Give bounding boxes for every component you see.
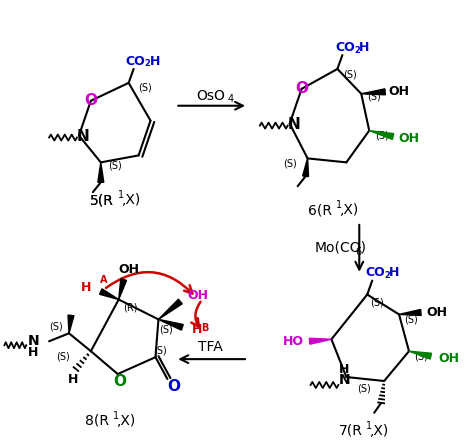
Text: OH: OH (399, 132, 419, 145)
Text: (S): (S) (137, 83, 151, 93)
Text: 2: 2 (384, 271, 390, 280)
Text: 5(R: 5(R (90, 193, 114, 207)
Text: 7(R: 7(R (338, 424, 362, 438)
Text: O: O (295, 81, 308, 96)
FancyArrowPatch shape (106, 272, 192, 293)
Text: 5(R: 5(R (90, 193, 114, 207)
Text: 1: 1 (337, 200, 343, 210)
Text: Mo(CO): Mo(CO) (315, 241, 366, 255)
Polygon shape (361, 89, 385, 95)
Text: H: H (28, 346, 38, 359)
Text: ,X): ,X) (122, 193, 141, 207)
Text: 1: 1 (118, 190, 124, 200)
Text: (S): (S) (56, 351, 70, 361)
Text: HO: HO (283, 335, 304, 348)
Text: (S): (S) (108, 160, 122, 170)
Text: B: B (201, 323, 209, 333)
Text: N: N (76, 129, 89, 144)
Text: OH: OH (426, 306, 447, 319)
Polygon shape (409, 351, 431, 359)
Text: H: H (359, 40, 370, 54)
Text: 8(R: 8(R (85, 414, 109, 428)
Text: N: N (287, 117, 300, 132)
Text: (R): (R) (123, 302, 138, 313)
Text: N: N (27, 334, 39, 348)
Text: CO: CO (126, 55, 146, 67)
Text: OH: OH (188, 289, 209, 302)
Polygon shape (369, 131, 394, 139)
Text: 2: 2 (354, 46, 360, 55)
Text: H: H (389, 266, 400, 279)
Polygon shape (310, 338, 331, 344)
Text: 1: 1 (113, 411, 119, 421)
Text: (S): (S) (367, 92, 381, 102)
Text: H: H (192, 323, 203, 336)
Polygon shape (158, 319, 183, 330)
Text: OH: OH (118, 263, 139, 276)
Polygon shape (158, 299, 182, 319)
Text: O: O (167, 380, 180, 394)
Text: (S): (S) (357, 384, 371, 394)
Text: ,X): ,X) (117, 414, 136, 428)
FancyArrowPatch shape (191, 302, 201, 327)
Text: (S): (S) (414, 351, 428, 361)
Text: H: H (339, 363, 349, 376)
Text: A: A (100, 274, 107, 285)
Text: O: O (84, 93, 97, 108)
Text: (S): (S) (160, 324, 173, 334)
Polygon shape (100, 289, 118, 300)
Text: OH: OH (438, 352, 459, 365)
Text: (S): (S) (375, 131, 389, 141)
Text: H: H (81, 281, 91, 294)
Text: TFA: TFA (198, 340, 222, 354)
Text: H: H (149, 55, 160, 67)
Text: N: N (338, 373, 350, 387)
Polygon shape (302, 159, 309, 177)
Polygon shape (399, 309, 421, 315)
Text: 6(R: 6(R (309, 203, 332, 217)
Text: O: O (113, 374, 126, 389)
Text: (S): (S) (344, 70, 357, 80)
Text: ,X): ,X) (370, 424, 390, 438)
Text: CO: CO (336, 40, 355, 54)
Text: 4: 4 (228, 94, 234, 104)
Text: ,X): ,X) (340, 203, 360, 217)
Polygon shape (68, 315, 74, 333)
Text: (S): (S) (370, 297, 384, 308)
Polygon shape (98, 163, 104, 182)
Polygon shape (118, 279, 127, 300)
Text: (S): (S) (154, 345, 167, 355)
Text: (S): (S) (404, 314, 418, 325)
Text: OH: OH (389, 85, 410, 98)
Text: 6: 6 (356, 247, 362, 257)
Text: CO: CO (365, 266, 385, 279)
Text: 2: 2 (145, 59, 150, 68)
Text: (S): (S) (49, 321, 63, 331)
Text: 1: 1 (366, 420, 373, 431)
Text: OsO: OsO (197, 89, 226, 103)
Text: (S): (S) (283, 159, 297, 168)
Text: H: H (68, 373, 78, 385)
